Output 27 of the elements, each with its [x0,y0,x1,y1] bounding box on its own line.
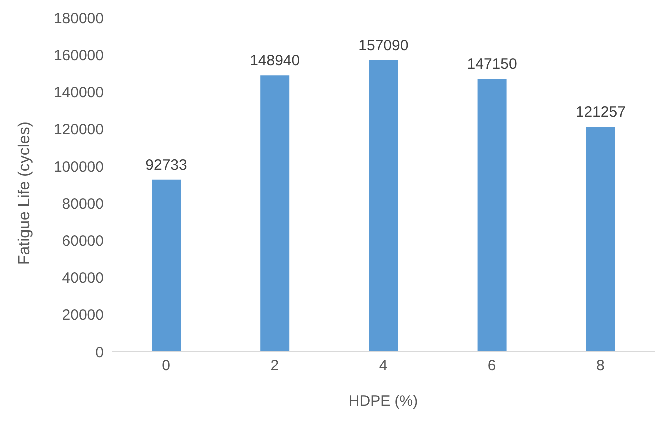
y-axis-title: Fatigue Life (cycles) [16,122,34,265]
y-tick-label: 180000 [54,10,104,28]
y-tick-label: 60000 [62,232,104,250]
y-tick-label: 160000 [54,47,104,64]
y-tick-label: 120000 [54,122,104,139]
bar [369,60,398,352]
x-tick-label: 8 [596,358,605,375]
x-tick-label: 0 [162,358,170,375]
y-tick-label: 80000 [62,196,104,213]
bar [260,76,290,352]
y-tick-label: 20000 [62,307,104,324]
y-tick-label: 140000 [54,84,104,102]
y-tick-label: 100000 [54,158,104,176]
data-label: 92733 [146,156,188,174]
bar [478,78,507,352]
data-label: 147150 [467,56,518,73]
x-tick-label: 6 [488,358,496,375]
x-tick-label: 2 [270,358,280,375]
x-tick-label: 4 [379,358,388,375]
y-tick-label: 40000 [62,270,104,288]
data-label: 121257 [576,104,626,121]
bar [586,127,616,352]
data-label: 157090 [358,38,409,55]
data-label: 148940 [250,52,300,70]
y-tick-label: 0 [96,344,104,362]
x-axis-title: HDPE (%) [348,393,418,410]
bar [152,180,181,352]
